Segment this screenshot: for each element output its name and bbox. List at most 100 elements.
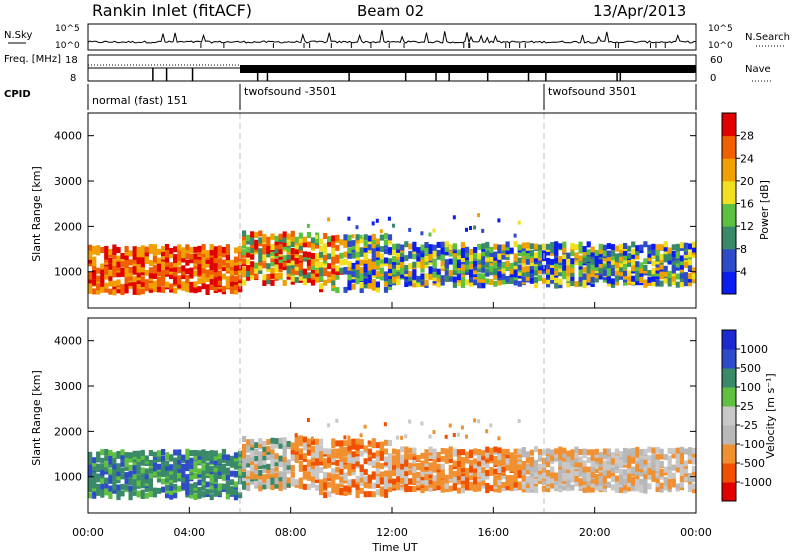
echo-cell	[100, 284, 105, 291]
echo-cell	[683, 448, 688, 455]
echo-cell	[631, 451, 636, 458]
echo-cell	[213, 266, 218, 273]
echo-cell	[185, 457, 190, 464]
colorbar-tick-label: -1000	[740, 476, 772, 489]
echo-cell	[116, 451, 121, 457]
echo-cell	[278, 437, 283, 444]
echo-cell	[177, 244, 182, 251]
echo-cell	[667, 258, 672, 265]
echo-cell	[229, 479, 235, 486]
echo-cell	[310, 439, 316, 445]
echo-cell	[497, 447, 502, 454]
echo-cell	[363, 266, 368, 273]
echo-cell	[493, 486, 498, 493]
echo-cell	[327, 448, 332, 455]
echo-cell	[254, 239, 259, 246]
echo-cell	[497, 471, 502, 478]
echo-cell	[161, 486, 166, 493]
echo-cell	[136, 474, 141, 481]
echo-cell	[274, 273, 279, 279]
echo-cell	[383, 491, 389, 498]
echo-cell	[558, 243, 563, 250]
echo-cell	[152, 286, 158, 293]
echo-cell	[282, 456, 287, 463]
echo-cell	[116, 463, 121, 470]
echo-cell	[420, 452, 425, 459]
echo-cell	[197, 468, 202, 475]
echo-cell	[258, 264, 263, 271]
echo-cell	[663, 270, 668, 277]
echo-cell	[691, 241, 697, 248]
echo-cell	[392, 448, 397, 455]
echo-cell	[619, 255, 624, 262]
echo-cell	[416, 455, 421, 461]
echo-cell	[181, 256, 186, 263]
echo-cell	[181, 483, 186, 490]
echo-cell	[501, 455, 506, 461]
echo-cell	[525, 476, 530, 482]
echo-cell	[201, 262, 206, 269]
echo-cell	[631, 454, 636, 461]
echo-cell	[578, 276, 583, 283]
echo-cell	[201, 471, 206, 477]
echo-cell	[242, 249, 247, 256]
echo-cell	[635, 245, 640, 252]
echo-cell	[432, 270, 437, 277]
echo-cell	[387, 468, 393, 475]
echo-cell	[351, 252, 356, 259]
echo-cell	[278, 233, 283, 240]
echo-cell	[144, 455, 149, 462]
echo-cell	[302, 440, 307, 447]
x-tick-label: 12:00	[376, 526, 408, 539]
echo-cell	[254, 480, 259, 486]
echo-cell	[185, 460, 190, 467]
echo-cell	[367, 491, 372, 498]
echo-cell	[298, 435, 303, 442]
echo-cell	[396, 457, 401, 464]
echo-cell	[148, 260, 153, 267]
echo-cell	[465, 227, 468, 232]
echo-cell	[404, 446, 409, 453]
echo-cell	[448, 423, 452, 428]
echo-cell	[347, 264, 352, 271]
echo-cell	[233, 269, 239, 276]
echo-cell	[286, 459, 291, 466]
echo-cell	[663, 253, 668, 260]
echo-cell	[161, 449, 166, 455]
echo-cell	[233, 276, 239, 283]
echo-cell	[493, 243, 498, 250]
echo-cell	[148, 247, 153, 254]
echo-cell	[359, 433, 363, 438]
echo-cell	[513, 481, 518, 488]
echo-cell	[590, 250, 595, 257]
echo-cell	[246, 274, 251, 281]
echo-cell	[278, 272, 283, 279]
echo-cell	[659, 280, 664, 287]
echo-cell	[323, 254, 328, 261]
echo-cell	[343, 234, 348, 241]
echo-cell	[238, 258, 243, 265]
colorbar-swatch	[722, 180, 736, 204]
echo-cell	[294, 479, 299, 486]
echo-cell	[161, 471, 166, 478]
freq-tick-bottom: 8	[70, 73, 76, 84]
echo-cell	[355, 258, 360, 265]
echo-cell	[440, 275, 445, 282]
echo-cell	[574, 480, 579, 487]
echo-cell	[582, 478, 587, 485]
echo-cell	[343, 251, 348, 258]
echo-cell	[379, 478, 384, 485]
echo-cell	[197, 492, 202, 499]
echo-cell	[193, 461, 198, 468]
echo-cell	[598, 262, 603, 269]
echo-cell	[278, 263, 283, 270]
echo-cell	[201, 453, 206, 460]
echo-cell	[489, 467, 494, 474]
echo-cell	[687, 276, 693, 283]
echo-cell	[355, 444, 360, 451]
echo-cell	[351, 240, 356, 247]
echo-cell	[116, 484, 121, 491]
echo-cell	[420, 477, 425, 484]
echo-cell	[452, 255, 457, 262]
echo-cell	[594, 474, 599, 480]
